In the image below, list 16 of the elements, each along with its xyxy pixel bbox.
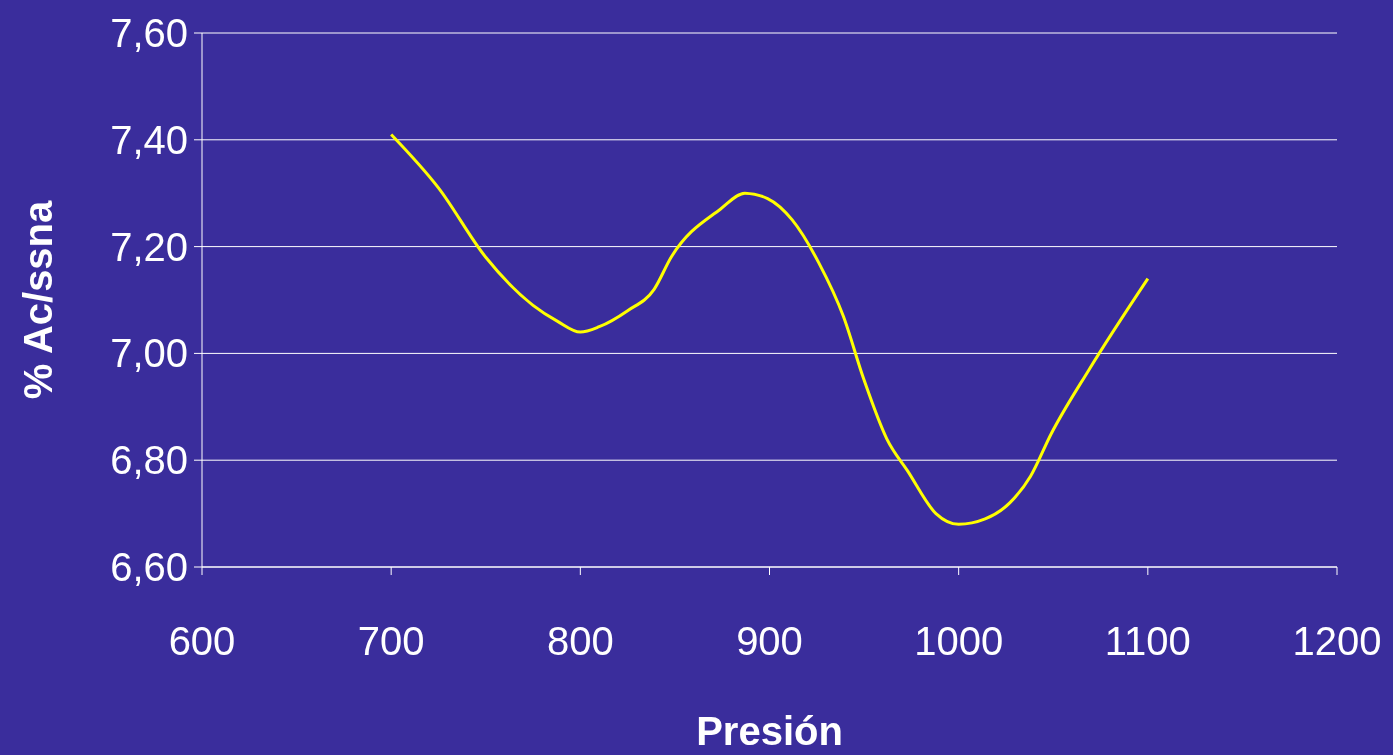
x-tick-label: 700 — [357, 619, 425, 663]
y-tick-label: 7,00 — [110, 331, 188, 376]
x-tick-label: 900 — [736, 619, 803, 663]
x-tick-label: 1100 — [1104, 619, 1191, 663]
x-tick-label: 1000 — [914, 619, 1004, 663]
y-axis-title: % Ac/ssna — [16, 199, 60, 400]
y-tick-label: 6,80 — [110, 438, 188, 483]
line-series — [389, 132, 1150, 526]
x-axis-title: Presión — [696, 709, 843, 753]
y-tick-label: 6,60 — [110, 545, 188, 589]
y-tick-label: 7,40 — [110, 117, 188, 162]
x-tick-label: 1200 — [1292, 619, 1382, 663]
x-tick-label: 600 — [168, 619, 236, 663]
y-tick-label: 7,60 — [110, 11, 188, 55]
x-tick-label: 800 — [546, 619, 614, 663]
y-tick-label: 7,20 — [110, 224, 188, 269]
